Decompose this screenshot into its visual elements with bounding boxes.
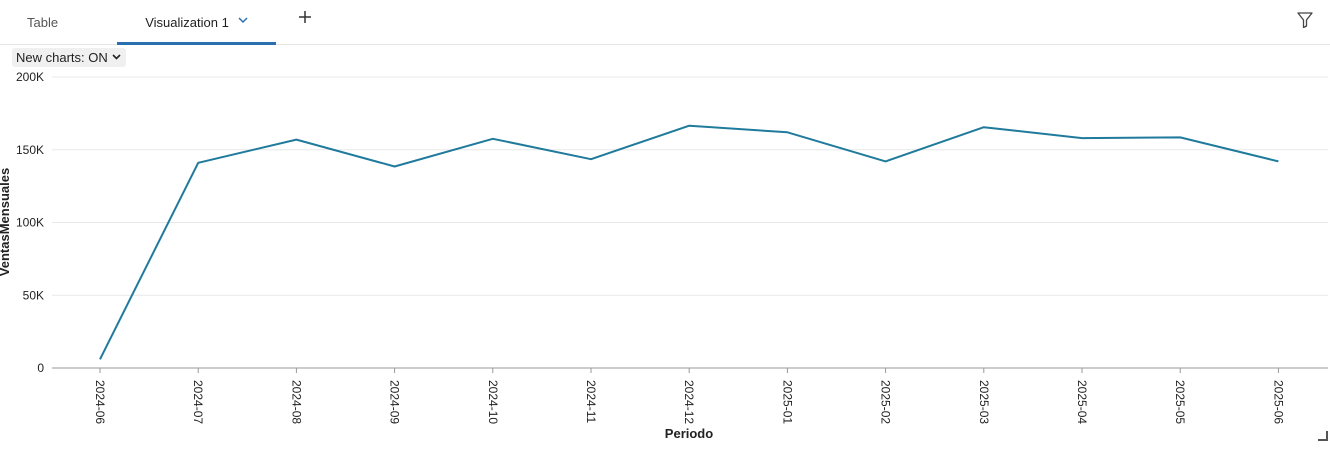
tab-table[interactable]: Table [0, 0, 95, 45]
chevron-down-icon[interactable] [238, 15, 248, 27]
new-charts-label: New charts: ON [16, 50, 108, 65]
new-charts-toggle[interactable]: New charts: ON [12, 48, 126, 67]
x-tick-label: 2025-04 [1075, 380, 1089, 424]
x-tick-label: 2025-03 [977, 380, 991, 424]
tab-visualization-label: Visualization 1 [145, 14, 229, 30]
x-tick-label: 2024-10 [486, 380, 500, 424]
x-axis-ticks: 2024-06 2024-07 2024-08 2024-09 2024-10 2024-… [93, 368, 1285, 424]
tab-table-label: Table [27, 15, 59, 30]
x-tick-label: 2025-05 [1173, 380, 1187, 424]
x-tick-label: 2024-09 [388, 380, 402, 424]
y-tick-label: 200K [16, 70, 44, 84]
y-tick-label: 150K [16, 143, 44, 157]
y-axis-ticks: 0 50K 100K 150K 200K [16, 70, 44, 375]
filter-icon[interactable] [1296, 11, 1314, 29]
x-tick-label: 2025-06 [1271, 380, 1285, 424]
chevron-down-icon [112, 48, 121, 67]
y-tick-label: 0 [37, 361, 44, 375]
grid-lines [52, 76, 1328, 296]
x-tick-label: 2025-02 [879, 380, 893, 424]
x-tick-label: 2024-07 [191, 380, 205, 424]
x-tick-label: 2024-06 [93, 380, 107, 424]
x-tick-label: 2024-08 [289, 380, 303, 424]
tab-bar: Table Visualization 1 [0, 0, 1330, 45]
resize-handle[interactable] [1318, 431, 1328, 441]
y-axis-label: VentasMensuales [0, 168, 12, 276]
x-axis-label: Periodo [665, 426, 713, 441]
series-line [99, 124, 1279, 360]
x-tick-label: 2025-01 [780, 380, 794, 424]
y-tick-label: 50K [23, 288, 44, 302]
x-tick-label: 2024-12 [682, 380, 696, 424]
tab-visualization-1[interactable]: Visualization 1 [117, 0, 276, 45]
add-tab-icon[interactable] [296, 9, 314, 29]
y-tick-label: 100K [16, 216, 44, 230]
x-tick-label: 2024-11 [584, 380, 598, 423]
